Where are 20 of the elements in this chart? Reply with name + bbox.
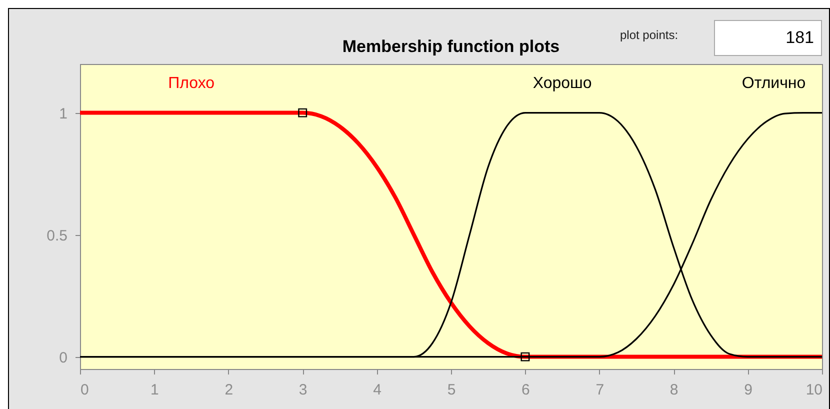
series-label: Хорошо (532, 74, 592, 92)
x-tick-label: 5 (447, 382, 456, 398)
x-tick-label: 7 (596, 382, 604, 398)
y-tick-label: 0.5 (46, 227, 68, 244)
x-tick-label: 2 (224, 382, 234, 398)
y-tick-label: 0 (59, 349, 68, 366)
x-tick-label: 10 (806, 382, 822, 398)
x-tick-label: 1 (150, 382, 159, 398)
x-tick-label: 3 (298, 382, 308, 398)
x-tick-label: 6 (522, 382, 530, 398)
text: 181 (784, 27, 814, 49)
y-tick-label: 1 (59, 105, 68, 122)
text: plot points: (620, 28, 678, 42)
series-label: Отлично (742, 74, 806, 92)
x-tick-label: 8 (670, 382, 678, 398)
x-tick-label: 0 (80, 382, 89, 398)
series-label: Плохо (168, 74, 215, 92)
x-tick-label: 4 (373, 382, 382, 398)
chart-title: Membership function plots (342, 37, 560, 56)
x-tick-label: 9 (744, 382, 752, 398)
